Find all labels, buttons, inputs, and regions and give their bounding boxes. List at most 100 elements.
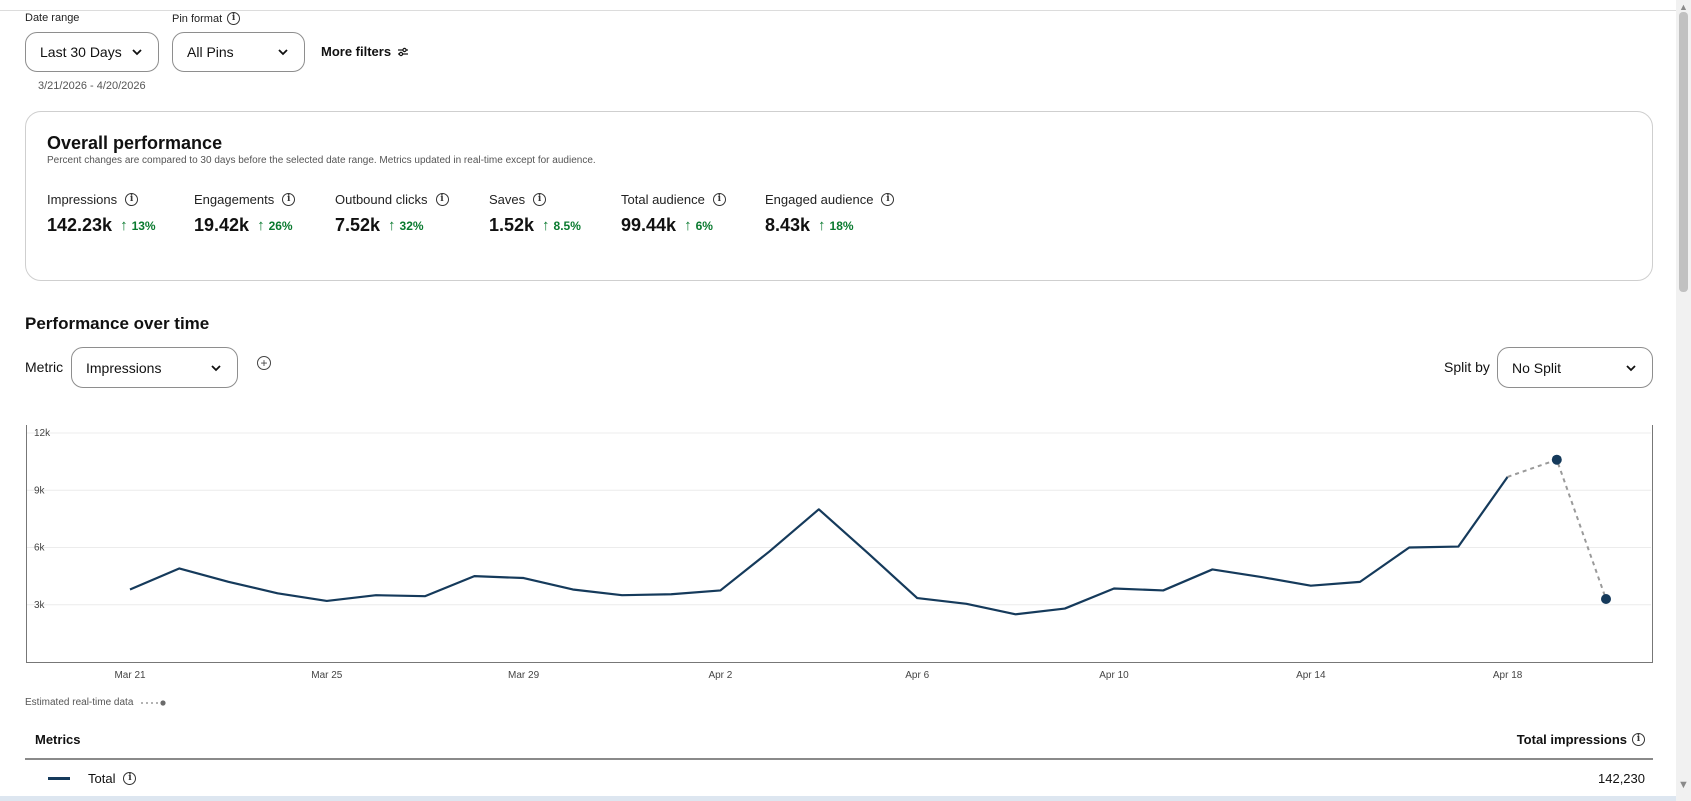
chevron-down-icon: [211, 364, 221, 371]
metric-value: 8.43k: [765, 215, 811, 235]
info-icon[interactable]: i: [435, 193, 449, 206]
scroll-down-icon[interactable]: ▼: [1678, 779, 1689, 791]
metric-change: ↑ 13%: [120, 217, 156, 234]
chevron-down-icon: [132, 49, 142, 56]
info-icon[interactable]: i: [533, 193, 547, 206]
metric-change-value: 18%: [829, 218, 854, 233]
x-tick-label: Mar 29: [508, 670, 540, 681]
pin-format-value: All Pins: [187, 44, 234, 60]
table-row-value: 142,230: [1598, 771, 1645, 786]
metric-label: Impressions: [47, 192, 118, 207]
chevron-down-icon: [278, 49, 288, 56]
x-tick-label: Mar 21: [114, 670, 146, 681]
metric-value: 1.52k: [489, 215, 535, 235]
metric-saves: Saves i 1.52k ↑ 8.5%: [489, 192, 581, 236]
pin-format-label-text: Pin format: [172, 12, 223, 25]
metric-label: Engaged audience: [765, 192, 874, 207]
metric-select-value: Impressions: [86, 359, 162, 376]
metric-change: ↑ 18%: [818, 217, 854, 234]
metric-value: 7.52k: [335, 215, 381, 235]
estimated-point: [1551, 454, 1562, 465]
overall-performance-title: Overall performance: [47, 133, 223, 153]
metric-engagements: Engagements i 19.42k ↑ 26%: [194, 192, 296, 236]
info-icon[interactable]: i: [125, 193, 139, 206]
metric-change: ↑ 32%: [388, 217, 424, 234]
metric-label: Total audience: [621, 192, 705, 207]
metric-label: Engagements: [194, 192, 275, 207]
arrow-up-icon: ↑: [684, 217, 692, 234]
top-divider: [0, 10, 1676, 11]
metric-value: 19.42k: [194, 215, 250, 235]
metric-label: Outbound clicks: [335, 192, 428, 207]
date-range-label: Date range: [25, 12, 79, 24]
info-icon[interactable]: i: [712, 193, 726, 206]
y-tick-label: 3k: [34, 600, 46, 611]
info-icon[interactable]: i: [881, 193, 895, 206]
chart-area: [26, 425, 1653, 663]
info-icon[interactable]: i: [123, 772, 137, 785]
split-by-value: No Split: [1512, 359, 1562, 376]
series-swatch: [48, 777, 70, 780]
arrow-up-icon: ↑: [542, 217, 550, 234]
info-icon[interactable]: i: [227, 12, 241, 25]
arrow-up-icon: ↑: [120, 217, 128, 234]
performance-over-time-title: Performance over time: [25, 314, 210, 333]
metric-change: ↑ 8.5%: [542, 217, 581, 234]
date-range-select[interactable]: Last 30 Days: [25, 32, 159, 72]
split-by-label: Split by: [1444, 359, 1490, 375]
overall-performance-card: Overall performance Percent changes are …: [25, 111, 1653, 281]
x-tick-label: Apr 14: [1296, 670, 1326, 681]
metric-engaged-audience: Engaged audience i 8.43k ↑ 18%: [765, 192, 895, 236]
scroll-up-icon[interactable]: ▲: [1679, 2, 1688, 12]
metric-change-value: 32%: [399, 218, 424, 233]
date-range-text: 3/21/2026 - 4/20/2026: [38, 80, 146, 92]
metric-change-value: 13%: [131, 218, 156, 233]
table-row-label: Total: [88, 771, 116, 786]
metric-total-audience: Total audience i 99.44k ↑ 6%: [621, 192, 726, 236]
estimated-data-label: Estimated real-time data: [25, 697, 134, 708]
arrow-up-icon: ↑: [818, 217, 826, 234]
metric-change: ↑ 26%: [257, 217, 293, 234]
vertical-scrollbar[interactable]: ▲ ▼: [1676, 0, 1691, 801]
bottom-strip: [0, 796, 1676, 801]
more-filters-button[interactable]: More filters: [321, 44, 409, 59]
overall-performance-subtitle: Percent changes are compared to 30 days …: [47, 155, 596, 166]
dotted-line-icon: [141, 699, 166, 706]
add-metric-icon[interactable]: +: [257, 356, 271, 370]
total-impressions-header: Total impressions i: [1517, 732, 1645, 747]
metric-select[interactable]: Impressions: [71, 347, 238, 388]
estimated-data-legend: Estimated real-time data: [25, 697, 167, 708]
y-tick-label: 12k: [34, 428, 51, 439]
x-tick-label: Mar 25: [311, 670, 343, 681]
metric-change: ↑ 6%: [684, 217, 713, 234]
sliders-icon: [398, 47, 409, 56]
estimated-point: [1601, 594, 1611, 605]
pin-format-label: Pin format i: [172, 12, 241, 25]
metric-change-value: 8.5%: [553, 218, 581, 233]
x-tick-label: Apr 10: [1099, 670, 1129, 681]
metric-change-value: 6%: [695, 218, 713, 233]
arrow-up-icon: ↑: [257, 217, 265, 234]
pin-format-select[interactable]: All Pins: [172, 32, 305, 72]
date-range-value: Last 30 Days: [40, 44, 122, 60]
metric-value: 142.23k: [47, 215, 113, 235]
chevron-down-icon: [1626, 364, 1636, 371]
scrollbar-thumb[interactable]: [1679, 12, 1688, 292]
more-filters-label: More filters: [321, 44, 392, 59]
x-tick-label: Apr 18: [1493, 670, 1523, 681]
metric-change-value: 26%: [268, 218, 293, 233]
metric-value: 99.44k: [621, 215, 677, 235]
split-by-select[interactable]: No Split: [1497, 347, 1653, 388]
table-row-total: Total i: [48, 771, 137, 786]
table-divider: [25, 758, 1653, 760]
x-tick-label: Apr 6: [905, 670, 929, 681]
info-icon[interactable]: i: [282, 193, 296, 206]
total-impressions-header-label: Total impressions: [1516, 732, 1627, 747]
y-tick-label: 9k: [34, 485, 46, 496]
series-line-estimated: [1507, 458, 1607, 600]
metric-label: Saves: [489, 192, 526, 207]
metric-select-label: Metric: [25, 359, 64, 375]
x-tick-label: Apr 2: [708, 670, 732, 681]
info-icon[interactable]: i: [1632, 733, 1645, 746]
y-tick-label: 6k: [34, 543, 46, 554]
